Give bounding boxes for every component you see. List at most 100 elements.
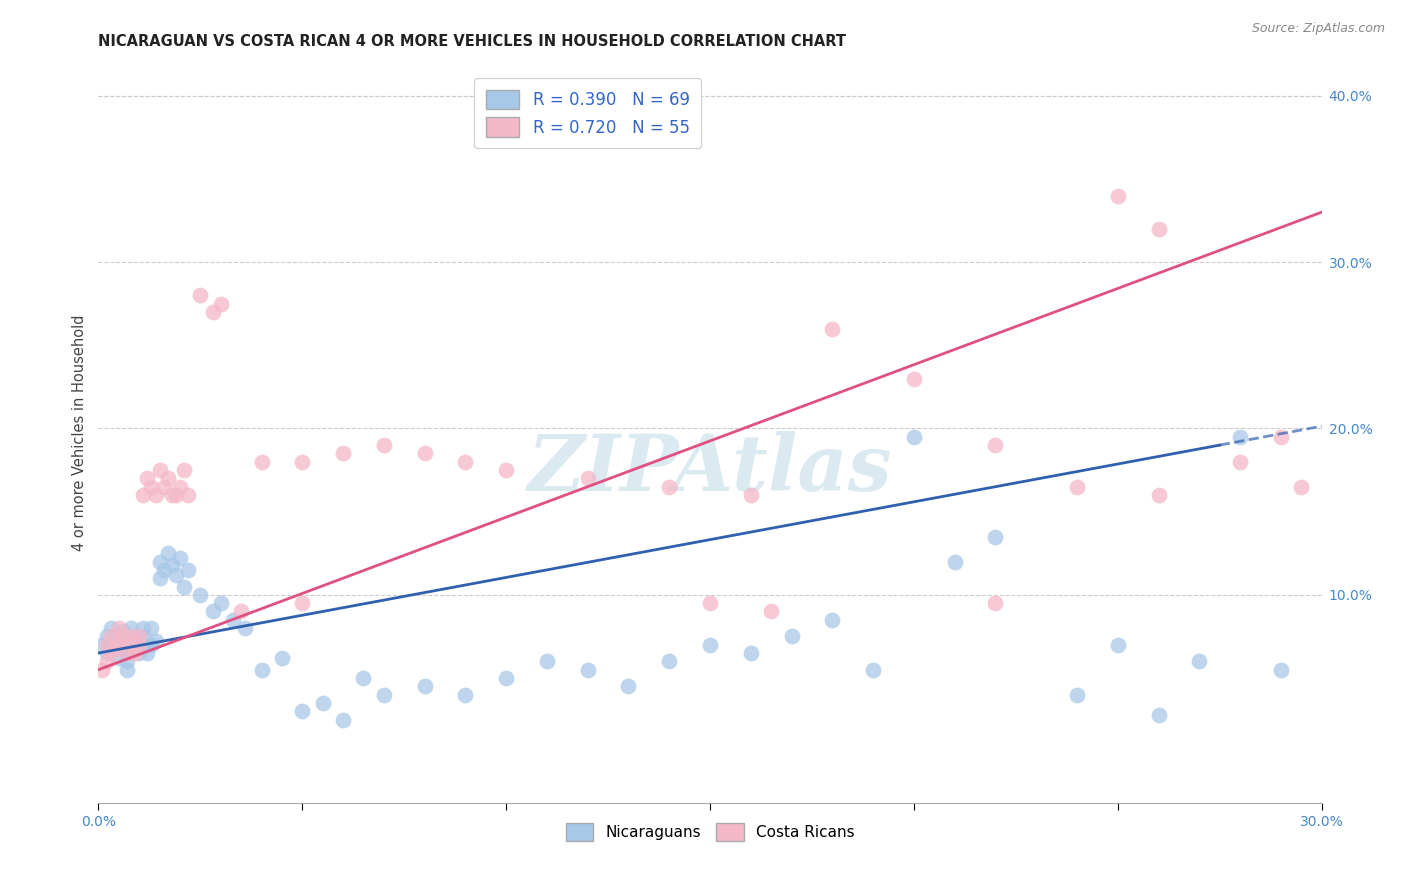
Point	[132, 629, 155, 643]
Point	[1066, 688, 1088, 702]
Point	[1066, 480, 1088, 494]
Point	[145, 634, 167, 648]
Point	[91, 638, 114, 652]
Point	[1291, 480, 1313, 494]
Point	[108, 621, 131, 635]
Point	[165, 567, 187, 582]
Point	[111, 638, 134, 652]
Point	[111, 629, 134, 643]
Point	[115, 663, 138, 677]
Point	[124, 641, 146, 656]
Point	[576, 471, 599, 485]
Point	[250, 663, 273, 677]
Point	[124, 629, 146, 643]
Point	[984, 530, 1007, 544]
Point	[156, 546, 179, 560]
Text: NICARAGUAN VS COSTA RICAN 4 OR MORE VEHICLES IN HOUSEHOLD CORRELATION CHART: NICARAGUAN VS COSTA RICAN 4 OR MORE VEHI…	[98, 34, 846, 49]
Point	[1147, 488, 1170, 502]
Point	[291, 704, 314, 718]
Point	[173, 463, 195, 477]
Point	[96, 654, 118, 668]
Point	[1270, 430, 1292, 444]
Point	[128, 638, 150, 652]
Point	[169, 480, 191, 494]
Y-axis label: 4 or more Vehicles in Household: 4 or more Vehicles in Household	[72, 314, 87, 551]
Point	[141, 638, 163, 652]
Point	[943, 555, 966, 569]
Point	[115, 654, 138, 668]
Point	[222, 613, 245, 627]
Point	[658, 654, 681, 668]
Point	[862, 663, 884, 677]
Point	[100, 646, 122, 660]
Point	[152, 480, 174, 494]
Point	[136, 638, 159, 652]
Point	[177, 563, 200, 577]
Point	[160, 558, 183, 572]
Point	[780, 629, 803, 643]
Point	[984, 596, 1007, 610]
Text: ZIPAtlas: ZIPAtlas	[527, 432, 893, 508]
Point	[209, 596, 232, 610]
Point	[104, 641, 127, 656]
Point	[115, 646, 138, 660]
Point	[165, 488, 187, 502]
Point	[156, 471, 179, 485]
Point	[1107, 188, 1129, 202]
Point	[115, 646, 138, 660]
Point	[291, 596, 314, 610]
Point	[821, 321, 844, 335]
Point	[454, 688, 477, 702]
Point	[312, 696, 335, 710]
Point	[332, 713, 354, 727]
Point	[141, 480, 163, 494]
Point	[454, 455, 477, 469]
Point	[177, 488, 200, 502]
Point	[149, 555, 172, 569]
Point	[108, 629, 131, 643]
Point	[128, 629, 150, 643]
Point	[132, 488, 155, 502]
Point	[495, 671, 517, 685]
Point	[132, 621, 155, 635]
Point	[373, 688, 395, 702]
Point	[160, 488, 183, 502]
Point	[100, 629, 122, 643]
Point	[104, 641, 127, 656]
Point	[1147, 707, 1170, 722]
Point	[250, 455, 273, 469]
Point	[201, 605, 224, 619]
Point	[413, 679, 436, 693]
Point	[291, 455, 314, 469]
Point	[1188, 654, 1211, 668]
Point	[173, 580, 195, 594]
Point	[699, 596, 721, 610]
Point	[821, 613, 844, 627]
Point	[413, 446, 436, 460]
Point	[149, 463, 172, 477]
Point	[149, 571, 172, 585]
Point	[136, 646, 159, 660]
Point	[108, 651, 131, 665]
Point	[984, 438, 1007, 452]
Point	[495, 463, 517, 477]
Point	[96, 638, 118, 652]
Point	[169, 551, 191, 566]
Point	[201, 305, 224, 319]
Point	[128, 646, 150, 660]
Point	[1107, 638, 1129, 652]
Point	[124, 646, 146, 660]
Point	[152, 563, 174, 577]
Point	[91, 663, 114, 677]
Point	[740, 488, 762, 502]
Point	[209, 296, 232, 310]
Point	[100, 621, 122, 635]
Point	[188, 288, 212, 302]
Point	[96, 629, 118, 643]
Point	[128, 638, 150, 652]
Point	[188, 588, 212, 602]
Point	[1270, 663, 1292, 677]
Point	[233, 621, 256, 635]
Point	[740, 646, 762, 660]
Point	[373, 438, 395, 452]
